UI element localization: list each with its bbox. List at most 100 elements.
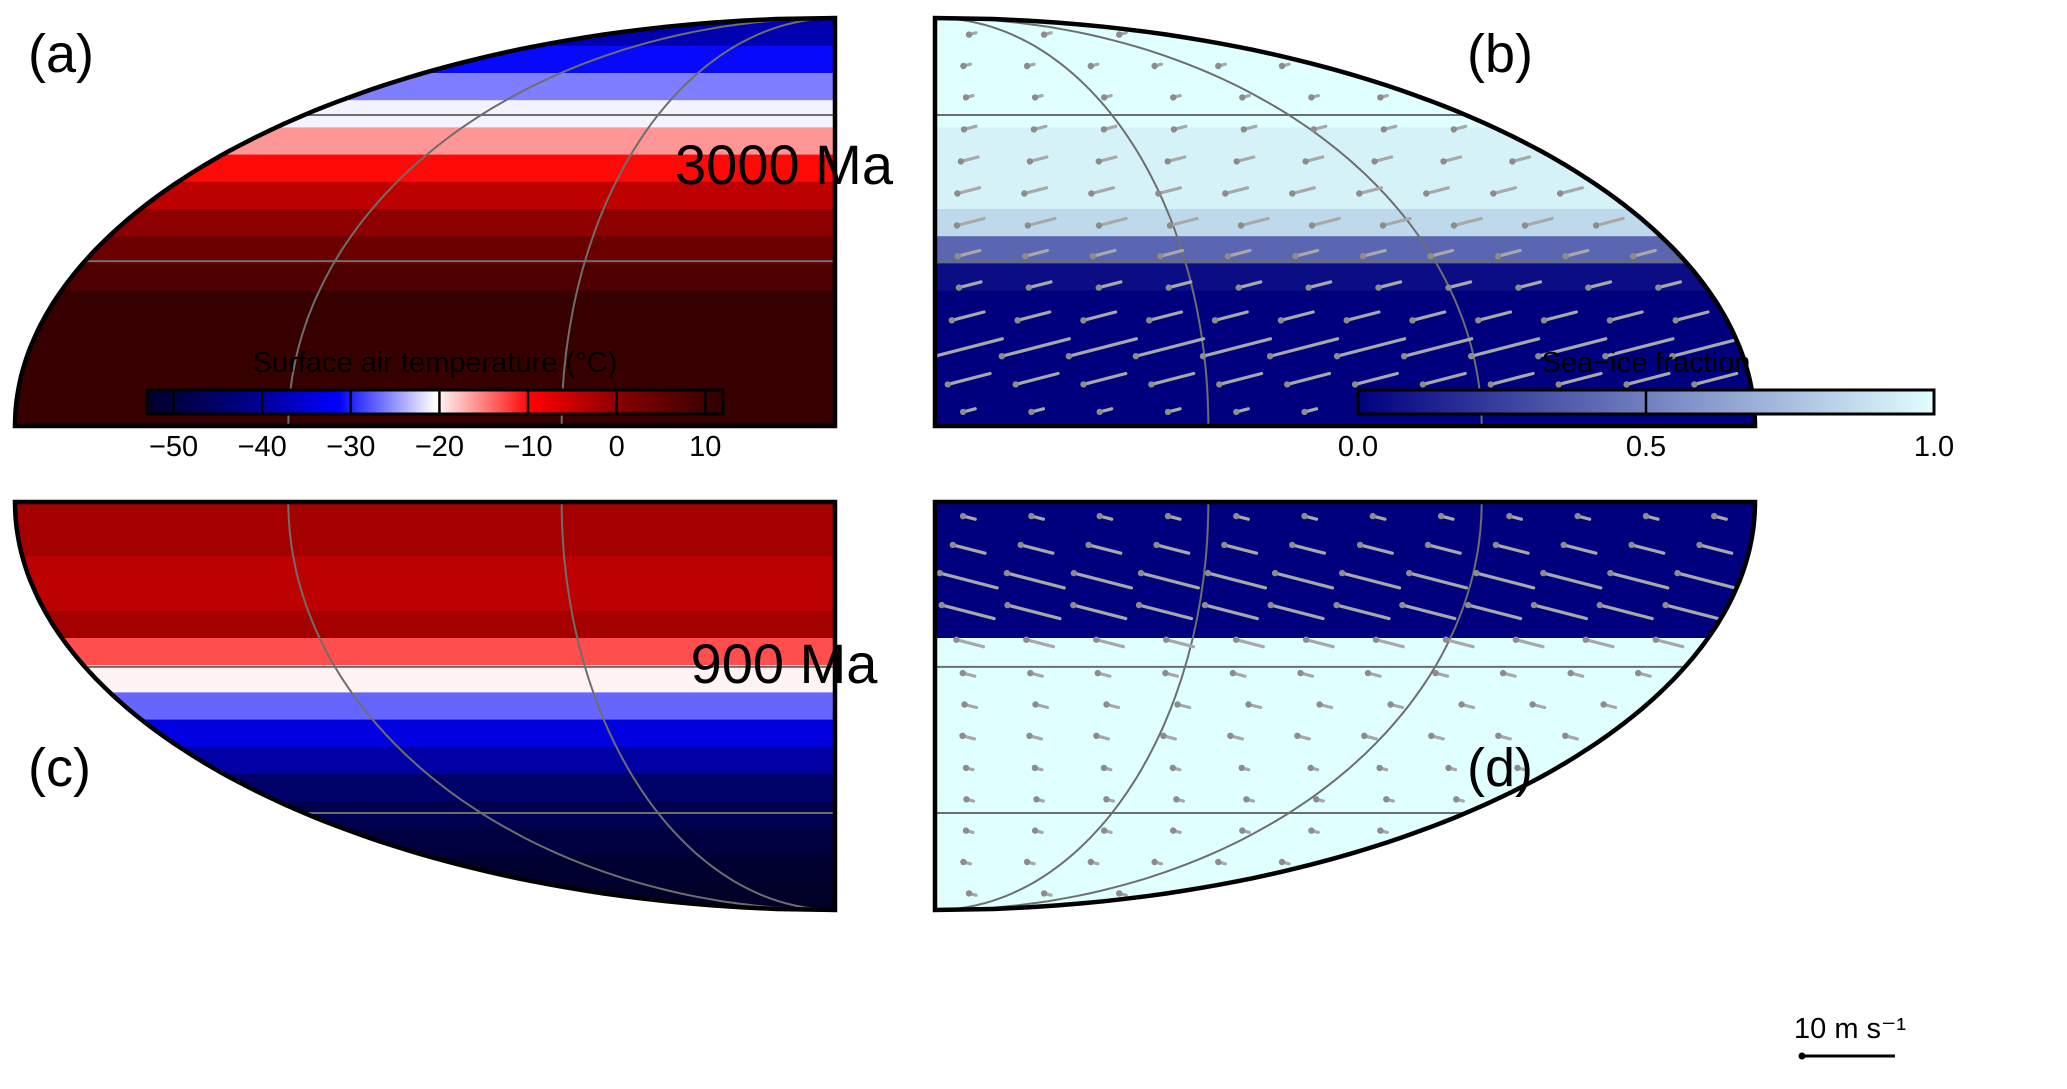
wind-arrow-tail	[1674, 569, 1681, 577]
wind-arrow-tail	[1040, 31, 1048, 38]
wind-arrow	[1234, 638, 1265, 649]
wind-arrow-tail	[1100, 126, 1108, 133]
band-cell	[935, 502, 1755, 530]
colorbar-tick-label: −40	[238, 431, 287, 463]
wind-arrow-tail	[1442, 636, 1450, 643]
wind-arrow-tail	[1089, 253, 1097, 260]
wind-arrow-tail	[1540, 317, 1548, 324]
wind-arrow-tail	[1379, 222, 1387, 229]
wind-arrow-tail	[1297, 669, 1304, 677]
wind-arrow-tail	[936, 569, 943, 577]
wind-arrow-tail	[962, 827, 970, 834]
wind-arrow-tail	[1277, 317, 1285, 324]
wind-arrow-tail	[1095, 284, 1103, 291]
band-cell	[15, 774, 835, 802]
wind-arrow	[1584, 638, 1615, 649]
wind-arrow-tail	[1096, 512, 1103, 520]
band-cell	[15, 719, 835, 748]
band-cell	[15, 72, 835, 101]
wind-arrow-tail	[1555, 381, 1562, 388]
wind-arrow-tail	[1146, 317, 1153, 324]
wind-arrow-tail	[1096, 408, 1103, 416]
wind-arrow	[1444, 638, 1475, 649]
wind-arrow-tail	[1021, 190, 1028, 197]
colorbar-1: Sea−ice fraction 0.0 0.5 1.0	[1338, 347, 1954, 463]
wind-arrow	[1491, 186, 1518, 196]
wind-arrow	[1290, 186, 1317, 196]
wind-arrow	[1158, 248, 1185, 258]
wind-arrow-tail	[1445, 764, 1452, 772]
wind-arrow	[1091, 248, 1117, 258]
wind-arrow	[1168, 216, 1199, 228]
wind-arrow-tail	[1440, 158, 1447, 165]
wind-arrow-tail	[1243, 796, 1250, 803]
meridian-line	[935, 502, 1210, 910]
wind-arrow	[1474, 571, 1536, 590]
wind-arrow	[1000, 337, 1071, 358]
wind-arrow-tail	[955, 284, 963, 291]
wind-arrow-tail	[959, 408, 967, 416]
wind-arrow-tail	[1377, 94, 1384, 101]
wind-arrow-tail	[1094, 669, 1102, 677]
wind-arrow	[1376, 280, 1403, 290]
wind-arrow	[1137, 603, 1194, 621]
wind-arrow	[940, 603, 996, 621]
wind-arrow	[1697, 543, 1734, 555]
wind-arrow-tail	[1289, 541, 1296, 549]
band-cell	[15, 746, 835, 775]
wind-arrow	[1424, 186, 1451, 196]
wind-arrow-tail	[1222, 190, 1229, 197]
wind-arrow	[1608, 571, 1670, 590]
colorbar-title: Surface air temperature (°C)	[253, 347, 618, 379]
colorbar-tick-label: 0	[609, 431, 625, 463]
wind-arrow-tail	[1492, 541, 1500, 549]
band-cell	[935, 746, 1755, 775]
wind-arrow-tail	[1162, 669, 1169, 677]
wind-arrow-tail	[1201, 601, 1209, 609]
wind-arrow	[1608, 310, 1644, 322]
band-cell	[15, 583, 835, 612]
wind-arrow-tail	[1164, 512, 1172, 520]
wind-arrow	[1562, 543, 1598, 555]
wind-arrow-tail	[1245, 701, 1252, 708]
band-cell	[935, 638, 1755, 666]
wind-arrow	[1692, 371, 1739, 386]
band-cell	[15, 502, 835, 530]
colorbar-0: Surface air temperature (°C) −50 −40 −30 −20…	[145, 347, 725, 463]
wind-arrow-tail	[1151, 858, 1158, 866]
wind-arrow-tail	[961, 701, 968, 708]
band-cell	[15, 855, 835, 884]
band-cell	[15, 828, 835, 857]
wind-arrow	[1089, 186, 1116, 196]
wind-arrow-tail	[959, 669, 966, 677]
colorbar-gradient	[145, 388, 725, 416]
wind-arrow-tail	[1116, 31, 1123, 38]
colorbar-tick-label: −50	[149, 431, 198, 463]
wind-arrow-tail	[1027, 669, 1034, 677]
wind-arrow-tail	[1025, 284, 1033, 291]
colorbar-tick-label: −20	[415, 431, 464, 463]
map-outline	[932, 15, 1758, 429]
wind-arrow-tail	[1289, 190, 1296, 197]
wind-arrow	[1304, 638, 1335, 649]
wind-arrow-tail	[1227, 732, 1234, 739]
wind-arrow	[1532, 603, 1589, 621]
map-outline	[12, 15, 838, 429]
wind-arrow-tail	[1333, 353, 1341, 360]
wind-arrow-tail	[957, 158, 965, 165]
wind-arrow	[1149, 371, 1196, 386]
wind-arrow-tail	[1506, 512, 1513, 520]
wind-arrow-tail	[959, 732, 966, 739]
wind-arrow	[1345, 310, 1381, 322]
wind-arrow-tail	[1032, 701, 1039, 708]
wind-arrow	[1374, 638, 1405, 649]
wind-arrow-tail	[1087, 858, 1095, 866]
wind-arrow-tail	[1428, 732, 1435, 739]
band-cell	[15, 235, 835, 264]
wind-arrow-tail	[1095, 158, 1103, 165]
wind-arrow-tail	[1085, 541, 1092, 549]
meridian-line	[287, 502, 835, 910]
wind-arrow-tail	[1560, 541, 1567, 549]
wind-arrow-tail	[1372, 636, 1380, 643]
